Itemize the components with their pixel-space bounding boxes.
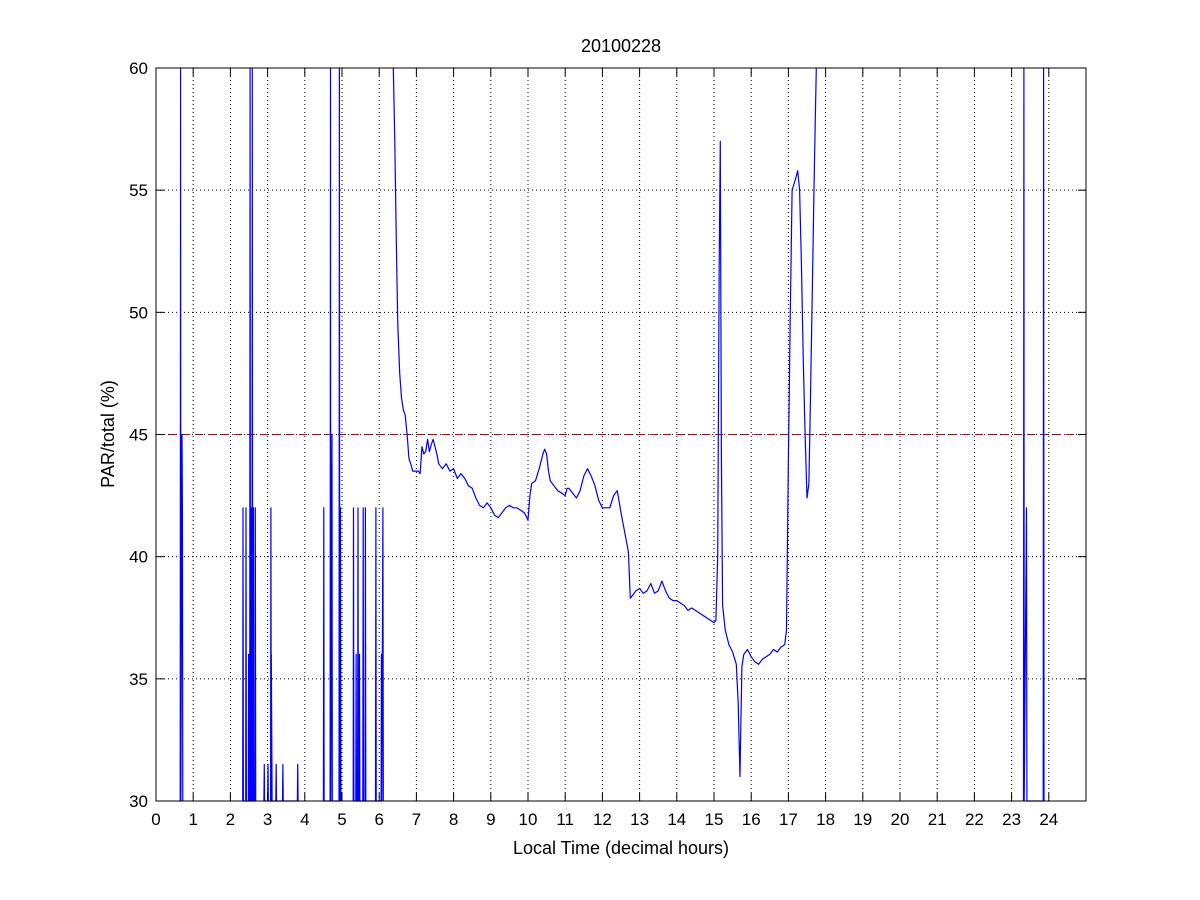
x-tick-label: 10 [519,810,538,829]
tick-marks [155,67,1086,802]
x-tick-label: 4 [300,810,309,829]
series-line [179,67,184,802]
x-tick-label: 2 [226,810,235,829]
y-tick-label: 30 [129,792,148,811]
x-tick-label: 22 [965,810,984,829]
x-tick-label: 3 [263,810,272,829]
x-tick-label: 21 [928,810,947,829]
y-tick-label: 35 [129,670,148,689]
y-tick-label: 50 [129,303,148,322]
x-tick-label: 24 [1039,810,1058,829]
y-tick-label: 45 [129,426,148,445]
x-tick-label: 11 [556,810,574,829]
x-tick-label: 12 [593,810,612,829]
x-axis-title: Local Time (decimal hours) [513,838,729,858]
x-tick-label: 6 [374,810,383,829]
chart-title: 20100228 [581,36,661,56]
x-tick-label: 5 [337,810,346,829]
series-line [242,67,257,802]
x-tick-label: 20 [891,810,910,829]
x-tick-label: 18 [816,810,835,829]
y-axis-title: PAR/total (%) [98,380,118,488]
x-tick-label: 7 [412,810,421,829]
x-tick-label: 23 [1002,810,1021,829]
grid [156,68,1086,801]
x-tick-label: 9 [486,810,495,829]
series-line [392,67,817,778]
x-tick-label: 15 [705,810,724,829]
y-tick-label: 60 [129,59,148,78]
x-tick-label: 19 [853,810,872,829]
x-tick-labels: 0 1 2 3 4 5 6 7 8 9 10 11 12 13 14 15 16 17 18 19 20 21 22 23 24 [151,810,1058,829]
x-tick-label: 0 [151,810,160,829]
y-tick-label: 40 [129,548,148,567]
y-tick-label: 55 [129,181,148,200]
x-tick-label: 17 [779,810,798,829]
y-tick-labels: 30 35 40 45 50 55 60 [129,59,148,811]
x-tick-label: 14 [667,810,686,829]
x-tick-label: 16 [742,810,761,829]
x-tick-label: 13 [630,810,649,829]
x-tick-label: 8 [449,810,458,829]
series-line [1022,67,1045,802]
x-tick-label: 1 [188,810,197,829]
